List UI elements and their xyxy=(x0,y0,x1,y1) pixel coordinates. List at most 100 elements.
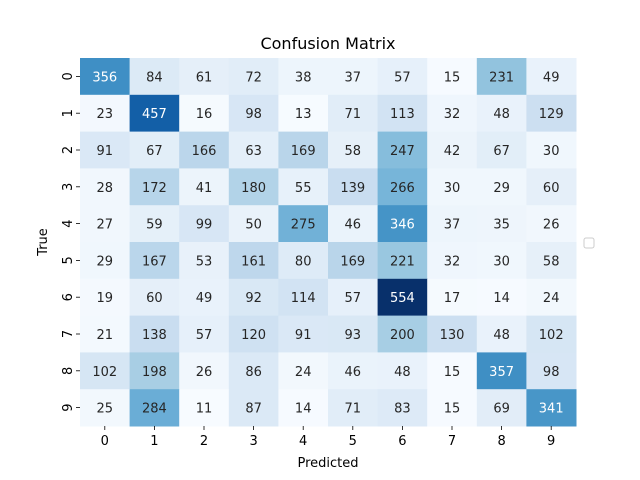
heatmap-cell xyxy=(328,94,379,133)
cell-value-label: 284 xyxy=(142,402,167,417)
heatmap-cell xyxy=(129,389,180,427)
heatmap-cell xyxy=(278,389,329,427)
cell-value-label: 99 xyxy=(196,218,213,233)
cell-value-label: 221 xyxy=(390,254,415,269)
cell-value-label: 16 xyxy=(196,107,213,122)
cell-value-label: 30 xyxy=(444,181,461,196)
x-tick-label: 4 xyxy=(299,434,307,449)
heatmap-cell xyxy=(377,352,428,390)
heatmap-cell xyxy=(129,242,180,280)
legend-box xyxy=(583,237,595,249)
cell-value-label: 114 xyxy=(291,291,316,306)
heatmap-cell xyxy=(129,131,180,169)
cell-value-label: 28 xyxy=(97,181,114,196)
x-tick-label: 0 xyxy=(101,434,109,449)
heatmap-cell xyxy=(427,315,478,353)
heatmap-cell xyxy=(526,242,577,280)
heatmap-cell xyxy=(476,58,527,96)
heatmap-cell xyxy=(328,242,379,280)
heatmap-cell xyxy=(476,131,527,169)
cell-value-label: 38 xyxy=(295,70,312,85)
heatmap-cell xyxy=(179,58,230,96)
cell-value-label: 59 xyxy=(146,218,163,233)
cell-value-label: 172 xyxy=(142,181,167,196)
heatmap-cell xyxy=(328,352,379,390)
heatmap-cell xyxy=(328,205,379,243)
cell-value-label: 130 xyxy=(440,328,465,343)
heatmap-cell xyxy=(80,205,131,243)
heatmap-cell xyxy=(278,168,329,206)
cell-value-label: 24 xyxy=(543,291,560,306)
x-tick-label: 5 xyxy=(349,434,357,449)
cell-value-label: 67 xyxy=(146,144,163,159)
heatmap-cell xyxy=(377,131,428,169)
cell-value-label: 14 xyxy=(295,402,312,417)
cell-value-label: 161 xyxy=(241,254,266,269)
cell-value-label: 247 xyxy=(390,144,415,159)
y-axis-ticks: 0 1 2 3 4 5 6 7 8 9 xyxy=(61,72,80,412)
cell-value-label: 138 xyxy=(142,328,167,343)
heatmap-cell xyxy=(328,131,379,169)
x-tick-label: 6 xyxy=(398,434,406,449)
cell-value-label: 49 xyxy=(196,291,213,306)
heatmap-cell xyxy=(476,94,527,133)
cell-value-label: 15 xyxy=(444,70,461,85)
heatmap-cell xyxy=(129,315,180,353)
cell-value-label: 58 xyxy=(543,254,560,269)
cell-value-label: 166 xyxy=(192,144,217,159)
cell-value-label: 275 xyxy=(291,218,316,233)
cell-value-label: 63 xyxy=(245,144,262,159)
cell-value-label: 37 xyxy=(444,218,461,233)
y-tick-label: 7 xyxy=(61,330,76,338)
heatmap-cell xyxy=(427,58,478,96)
cell-value-label: 29 xyxy=(97,254,114,269)
cell-value-label: 21 xyxy=(97,328,114,343)
cell-value-label: 29 xyxy=(493,181,510,196)
heatmap-cell xyxy=(476,278,527,317)
cell-value-label: 356 xyxy=(92,70,117,85)
cell-value-label: 169 xyxy=(340,254,365,269)
cell-value-label: 23 xyxy=(97,107,114,122)
cell-value-label: 13 xyxy=(295,107,312,122)
y-tick-label: 3 xyxy=(61,183,76,191)
x-tick-label: 9 xyxy=(547,434,555,449)
heatmap-cell xyxy=(476,315,527,353)
cell-value-label: 48 xyxy=(394,365,411,380)
cell-value-label: 198 xyxy=(142,365,167,380)
y-tick-label: 6 xyxy=(61,293,76,301)
x-tick-label: 8 xyxy=(497,434,505,449)
cell-value-label: 42 xyxy=(444,144,461,159)
cell-value-label: 15 xyxy=(444,365,461,380)
heatmap-cell xyxy=(179,242,230,280)
y-tick-label: 4 xyxy=(61,219,76,227)
cell-value-label: 92 xyxy=(245,291,262,306)
heatmap-cell xyxy=(377,315,428,353)
heatmap-cell xyxy=(427,389,478,427)
heatmap-cell xyxy=(427,131,478,169)
heatmap-cell xyxy=(526,168,577,206)
cell-value-label: 25 xyxy=(97,402,114,417)
heatmap-cell xyxy=(179,94,230,133)
heatmap-cell xyxy=(278,352,329,390)
cell-value-label: 83 xyxy=(394,402,411,417)
cell-value-label: 57 xyxy=(394,70,411,85)
heatmap-cell xyxy=(228,58,279,96)
y-tick-label: 2 xyxy=(61,146,76,154)
cell-value-label: 457 xyxy=(142,107,167,122)
y-tick-label: 8 xyxy=(61,367,76,375)
cell-value-label: 15 xyxy=(444,402,461,417)
heatmap-cell xyxy=(328,278,379,317)
cell-value-label: 14 xyxy=(493,291,510,306)
heatmap-cell xyxy=(427,278,478,317)
heatmap-cell xyxy=(377,278,428,317)
cell-value-label: 58 xyxy=(345,144,362,159)
cell-value-label: 266 xyxy=(390,181,415,196)
y-tick-label: 1 xyxy=(61,109,76,117)
heatmap-cell xyxy=(179,278,230,317)
cell-value-label: 24 xyxy=(295,365,312,380)
heatmap-cell xyxy=(80,131,131,169)
cell-value-label: 69 xyxy=(493,402,510,417)
cell-value-label: 91 xyxy=(295,328,312,343)
cell-value-label: 32 xyxy=(444,254,461,269)
cell-value-label: 72 xyxy=(245,70,262,85)
